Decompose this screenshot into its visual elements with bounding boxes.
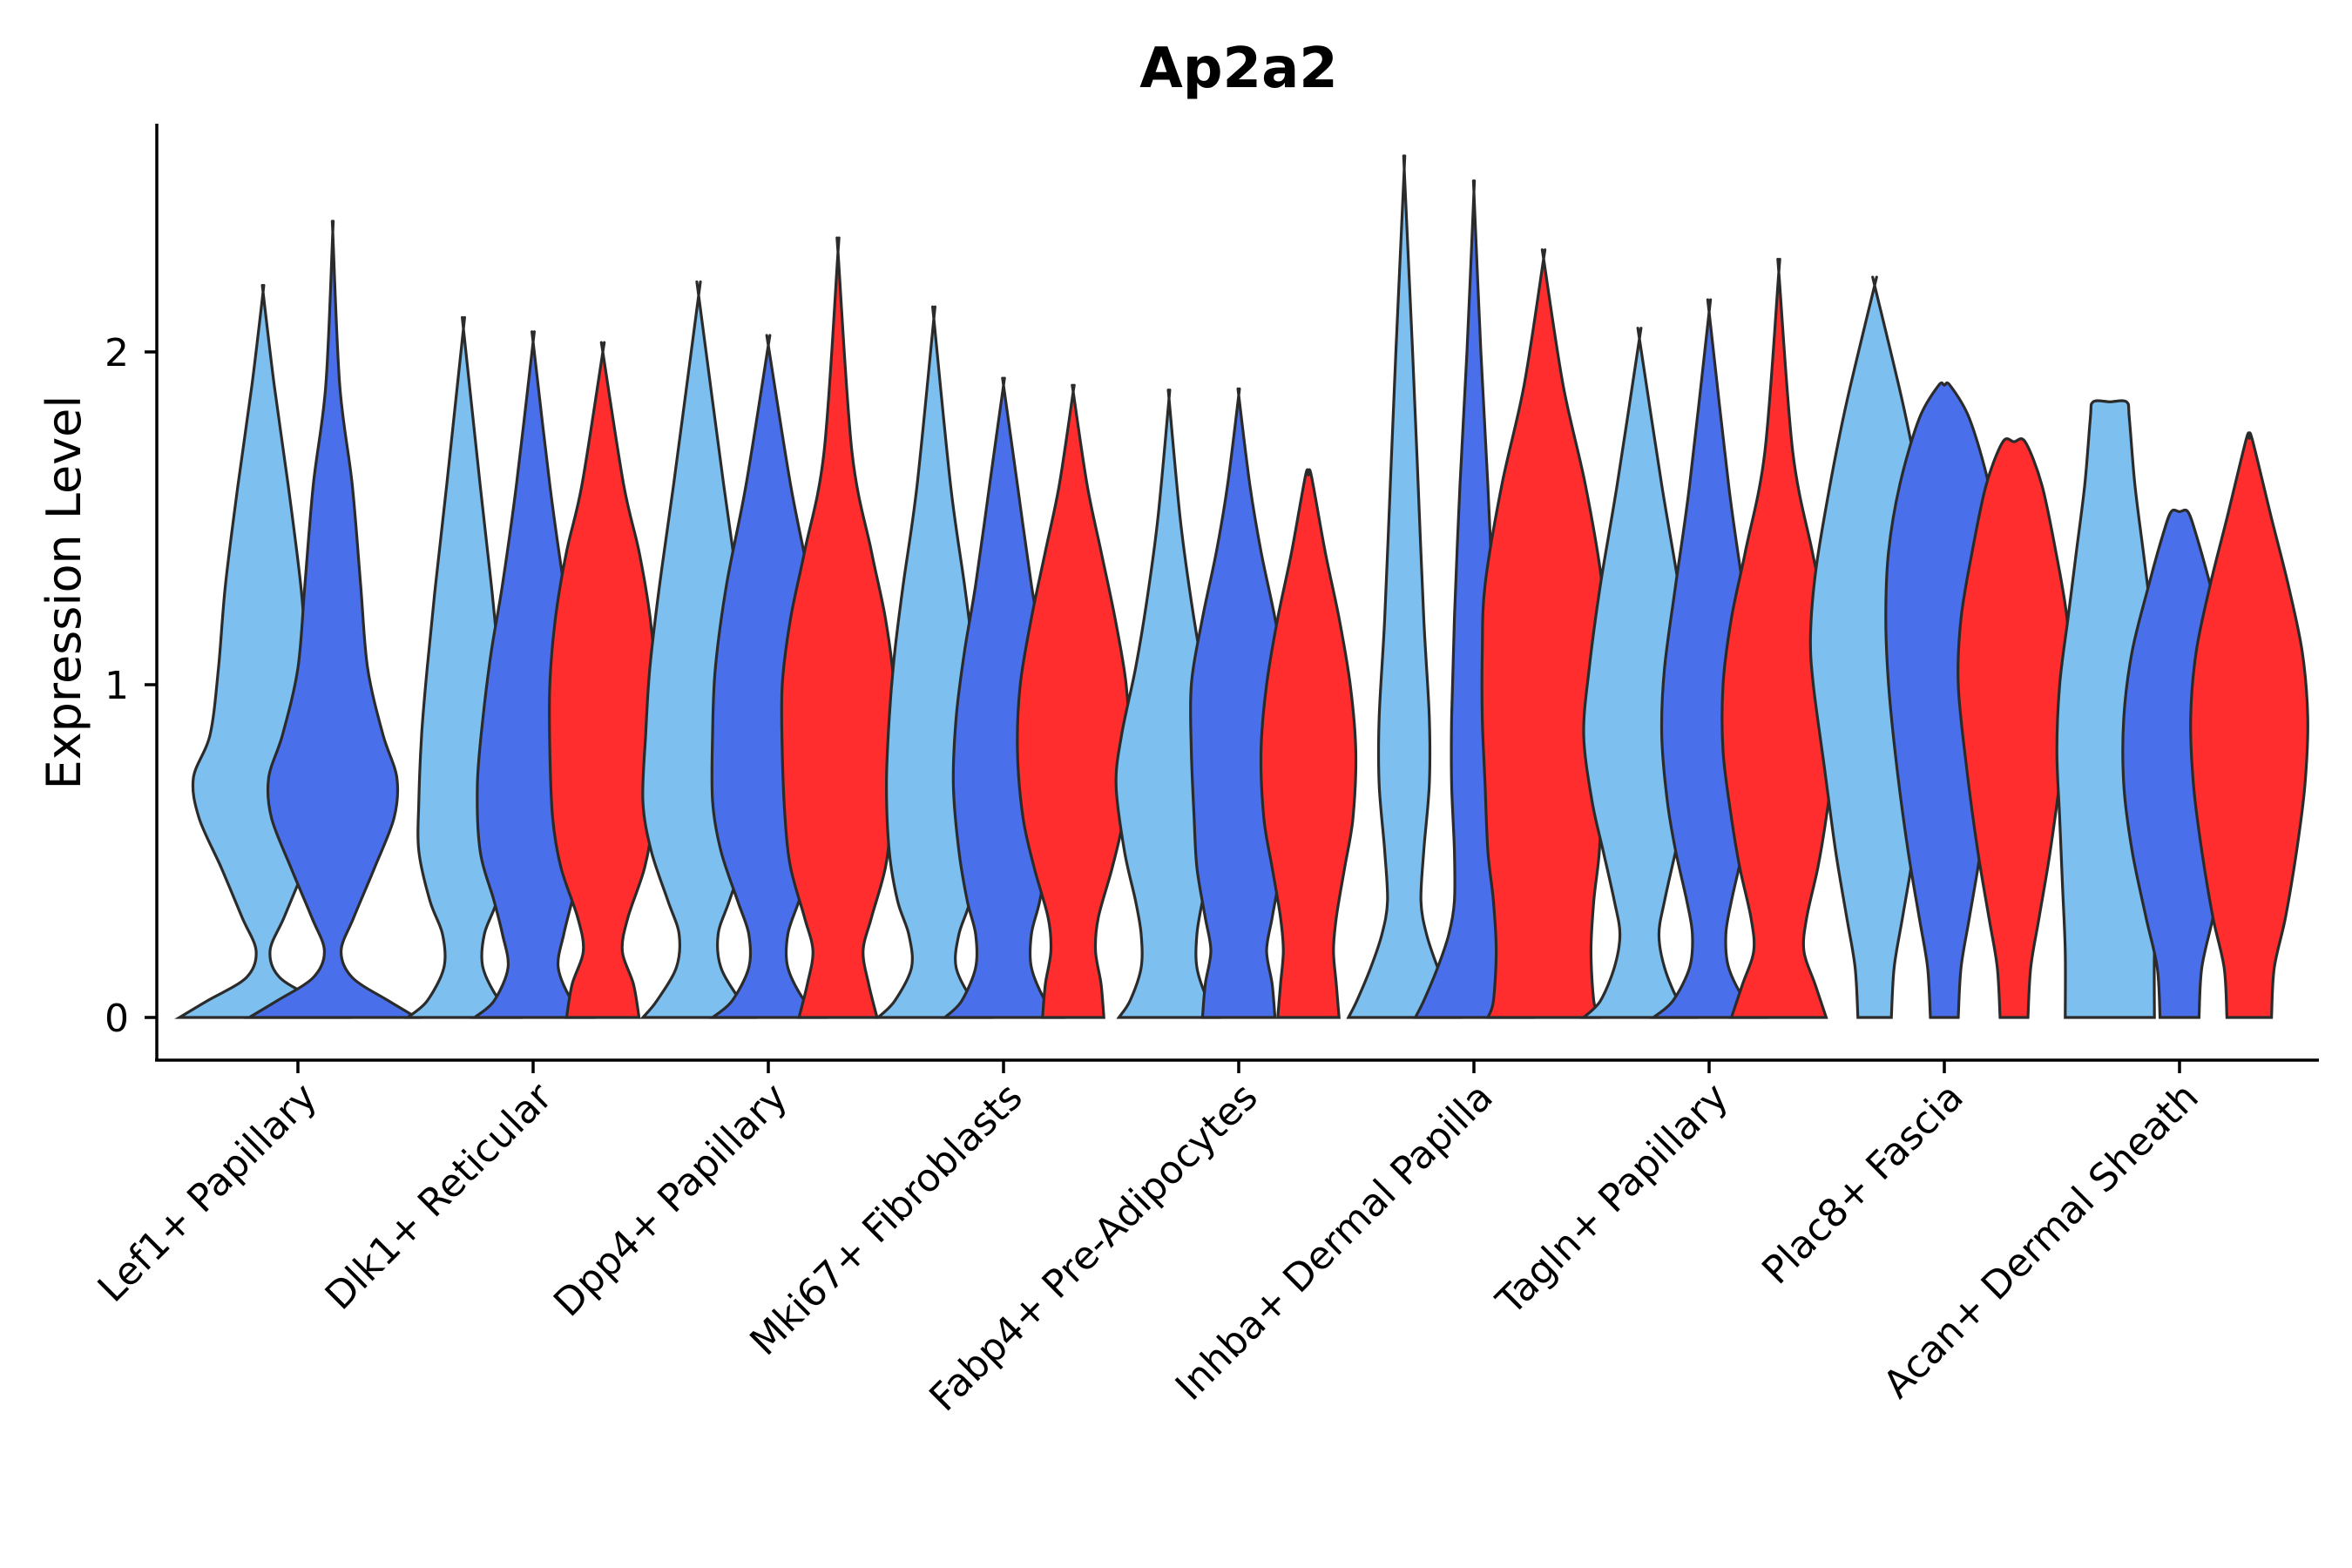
violin-9-3	[2189, 431, 2309, 1019]
violin-7-1	[1580, 327, 1699, 1019]
y-ticks: 0 1 2	[105, 331, 157, 1041]
violin-3-3	[780, 236, 896, 1019]
violin-4-3	[1016, 383, 1131, 1019]
violin-6-1	[1346, 154, 1463, 1019]
x-tick-label-7: Tagln+ Papillary	[1488, 1075, 1737, 1324]
violin-1-2	[244, 220, 422, 1019]
violin-8-3	[1957, 437, 2072, 1019]
y-tick-label-1: 1	[105, 664, 129, 708]
violin-6-3	[1480, 248, 1607, 1019]
y-axis-label: Expression Level	[37, 395, 91, 790]
x-tick-label-3: Dpp4+ Papillary	[545, 1075, 796, 1326]
x-tick-label-8: Plac8+ Fascia	[1754, 1075, 1972, 1294]
y-tick-label-2: 2	[105, 331, 129, 375]
y-tick-label-0: 0	[105, 997, 129, 1041]
x-tick-label-2: Dlk1+ Reticular	[317, 1074, 562, 1319]
violin-5-3	[1259, 468, 1358, 1019]
x-tick-label-1: Lef1+ Papillary	[90, 1075, 326, 1311]
chart-title: Ap2a2	[1139, 37, 1338, 101]
violin-7-3	[1720, 258, 1837, 1019]
violins-layer	[174, 154, 2309, 1019]
violin-2-3	[548, 341, 658, 1019]
